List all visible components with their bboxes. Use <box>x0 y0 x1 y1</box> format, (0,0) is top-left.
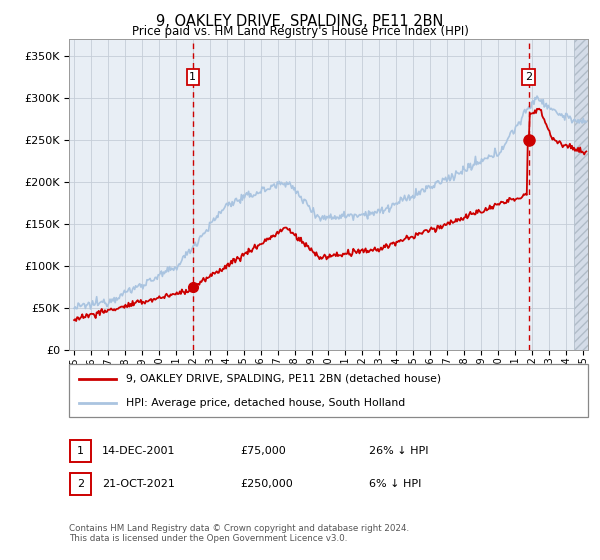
FancyBboxPatch shape <box>70 440 91 462</box>
Text: 2: 2 <box>77 479 84 489</box>
Text: Contains HM Land Registry data © Crown copyright and database right 2024.: Contains HM Land Registry data © Crown c… <box>69 524 409 533</box>
Text: £250,000: £250,000 <box>240 479 293 489</box>
Bar <box>574 39 588 350</box>
Text: Price paid vs. HM Land Registry's House Price Index (HPI): Price paid vs. HM Land Registry's House … <box>131 25 469 38</box>
Text: £75,000: £75,000 <box>240 446 286 456</box>
Text: 9, OAKLEY DRIVE, SPALDING, PE11 2BN: 9, OAKLEY DRIVE, SPALDING, PE11 2BN <box>157 14 443 29</box>
Text: 9, OAKLEY DRIVE, SPALDING, PE11 2BN (detached house): 9, OAKLEY DRIVE, SPALDING, PE11 2BN (det… <box>126 374 441 384</box>
Text: 2: 2 <box>525 72 532 82</box>
Bar <box>574 39 588 350</box>
FancyBboxPatch shape <box>70 473 91 496</box>
Text: 21-OCT-2021: 21-OCT-2021 <box>102 479 175 489</box>
Text: 26% ↓ HPI: 26% ↓ HPI <box>369 446 428 456</box>
Text: 6% ↓ HPI: 6% ↓ HPI <box>369 479 421 489</box>
Text: 1: 1 <box>77 446 84 456</box>
Text: 1: 1 <box>190 72 196 82</box>
Text: HPI: Average price, detached house, South Holland: HPI: Average price, detached house, Sout… <box>126 398 406 408</box>
Text: 14-DEC-2001: 14-DEC-2001 <box>102 446 176 456</box>
Text: This data is licensed under the Open Government Licence v3.0.: This data is licensed under the Open Gov… <box>69 534 347 543</box>
